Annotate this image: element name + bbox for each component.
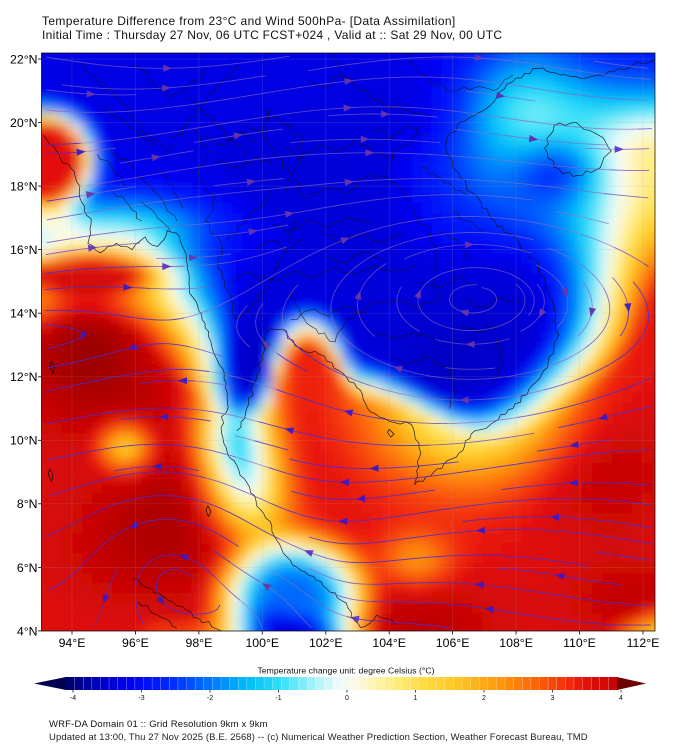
svg-text:18°N: 18°N bbox=[10, 180, 37, 194]
svg-text:3: 3 bbox=[551, 695, 555, 702]
svg-text:10°N: 10°N bbox=[10, 434, 37, 448]
svg-text:22°N: 22°N bbox=[10, 52, 37, 66]
svg-text:-3: -3 bbox=[138, 695, 144, 702]
svg-text:WRF-DA Domain 01 :: Grid Resol: WRF-DA Domain 01 :: Grid Resolution 9km … bbox=[49, 719, 268, 730]
svg-text:4: 4 bbox=[619, 695, 623, 702]
svg-text:Initial Time : Thursday 27 Nov: Initial Time : Thursday 27 Nov, 06 UTC F… bbox=[42, 28, 502, 42]
svg-text:108°E: 108°E bbox=[499, 636, 533, 650]
svg-text:Temperature change unit: degre: Temperature change unit: degree Celsius … bbox=[257, 666, 434, 676]
svg-text:98°E: 98°E bbox=[185, 636, 212, 650]
svg-text:4°N: 4°N bbox=[17, 624, 38, 638]
svg-text:-2: -2 bbox=[207, 695, 213, 702]
svg-text:94°E: 94°E bbox=[59, 636, 86, 650]
svg-text:100°E: 100°E bbox=[245, 636, 279, 650]
svg-text:0: 0 bbox=[345, 695, 349, 702]
svg-text:20°N: 20°N bbox=[10, 116, 37, 130]
svg-text:96°E: 96°E bbox=[122, 636, 149, 650]
svg-text:112°E: 112°E bbox=[627, 636, 660, 650]
svg-text:14°N: 14°N bbox=[10, 307, 37, 321]
svg-text:Updated at 13:00, Thu 27 Nov 2: Updated at 13:00, Thu 27 Nov 2025 (B.E. … bbox=[49, 732, 588, 743]
svg-text:8°N: 8°N bbox=[17, 497, 38, 511]
svg-text:6°N: 6°N bbox=[17, 561, 38, 575]
svg-text:110°E: 110°E bbox=[563, 636, 596, 650]
svg-text:-4: -4 bbox=[70, 695, 76, 702]
svg-text:104°E: 104°E bbox=[372, 636, 406, 650]
svg-text:2: 2 bbox=[482, 695, 486, 702]
svg-text:-1: -1 bbox=[275, 695, 281, 702]
svg-text:106°E: 106°E bbox=[436, 636, 470, 650]
svg-text:Temperature Difference from 23: Temperature Difference from 23°C and Win… bbox=[42, 14, 456, 28]
svg-text:102°E: 102°E bbox=[309, 636, 343, 650]
svg-text:1: 1 bbox=[414, 695, 418, 702]
svg-text:16°N: 16°N bbox=[10, 243, 37, 257]
svg-text:12°N: 12°N bbox=[10, 370, 37, 384]
